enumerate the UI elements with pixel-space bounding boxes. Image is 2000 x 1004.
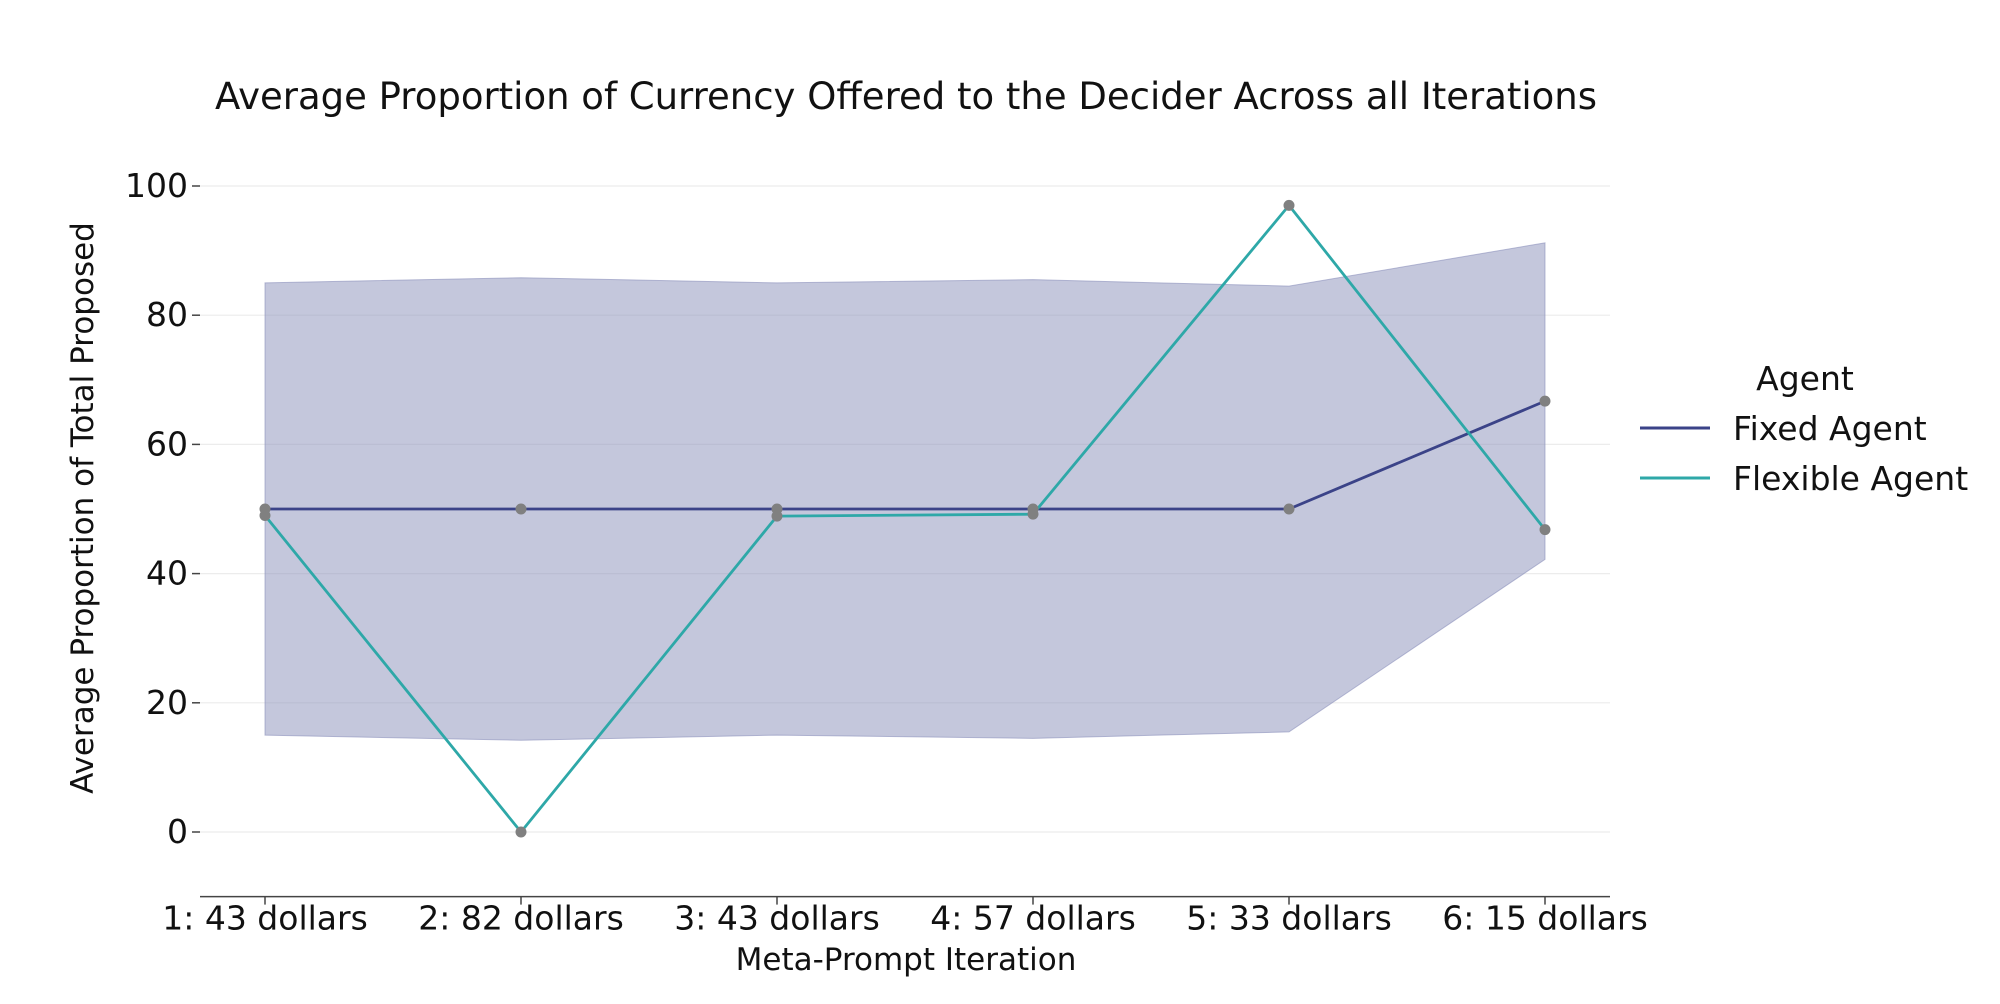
y-tick-labels: 0 20 40 60 80 100	[125, 166, 188, 851]
series-line-fixed-agent	[263, 399, 1547, 511]
legend-label-fixed-agent: Fixed Agent	[1733, 409, 1927, 448]
data-point-flexible-agent	[1283, 199, 1295, 211]
y-tick-label: 100	[125, 166, 188, 205]
y-tick-label: 0	[167, 812, 188, 851]
legend: Agent Fixed Agent Flexible Agent	[1640, 359, 1968, 498]
legend-label-flexible-agent: Flexible Agent	[1733, 459, 1968, 498]
y-tick-label: 60	[146, 424, 188, 463]
confidence-band-fixed-agent	[264, 242, 1546, 741]
x-tick-label: 1: 43 dollars	[162, 899, 368, 938]
legend-title: Agent	[1756, 359, 1854, 398]
y-tick-label: 40	[146, 554, 188, 593]
confidence-bands	[264, 242, 1546, 741]
x-tick-label: 2: 82 dollars	[418, 899, 624, 938]
data-point-fixed-agent	[1539, 395, 1551, 407]
data-point-flexible-agent	[771, 510, 783, 522]
data-point-flexible-agent	[1027, 508, 1039, 520]
data-point-flexible-agent	[1539, 524, 1551, 536]
x-tick-label: 5: 33 dollars	[1186, 899, 1392, 938]
y-tick-label: 80	[146, 295, 188, 334]
axes	[192, 185, 1610, 905]
data-point-fixed-agent	[1283, 503, 1295, 515]
data-point-flexible-agent	[515, 826, 527, 838]
x-tick-label: 4: 57 dollars	[930, 899, 1136, 938]
series-line-flexible-agent	[263, 203, 1547, 834]
x-tick-labels: 1: 43 dollars 2: 82 dollars 3: 43 dollars 4…	[162, 899, 1648, 938]
x-axis-label: Meta-Prompt Iteration	[736, 942, 1077, 978]
y-tick-label: 20	[146, 683, 188, 722]
data-point-flexible-agent	[259, 509, 271, 521]
x-tick-label: 3: 43 dollars	[674, 899, 880, 938]
data-point-fixed-agent	[515, 503, 527, 515]
series-points	[259, 199, 1551, 838]
series-lines	[263, 203, 1547, 834]
chart-title: Average Proportion of Currency Offered t…	[215, 75, 1597, 118]
x-tick-label: 6: 15 dollars	[1442, 899, 1648, 938]
y-axis-label: Average Proportion of Total Proposed	[65, 222, 101, 794]
